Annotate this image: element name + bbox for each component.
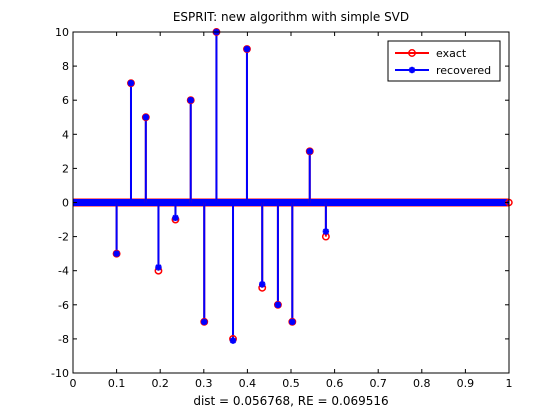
x-tick-label: 0.1: [108, 377, 126, 390]
y-tick-label: 4: [62, 128, 69, 141]
x-axis-label: dist = 0.056768, RE = 0.069516: [193, 394, 388, 408]
x-tick-label: 0.3: [195, 377, 213, 390]
legend: exact recovered: [387, 40, 501, 82]
recovered-marker: [322, 228, 330, 235]
recovered-marker: [127, 79, 135, 87]
x-tick-label: 1: [506, 377, 513, 390]
recovered-marker: [259, 281, 266, 288]
x-axis-ticks: 0 0.1 0.2 0.3 0.4 0.5 0.6 0.7 0.8 0.9 1: [70, 32, 513, 390]
recovered-marker: [113, 250, 120, 257]
y-tick-label: -2: [58, 231, 69, 244]
y-tick-label: -4: [58, 265, 69, 278]
legend-box: [387, 40, 501, 82]
chart-title: ESPRIT: new algorithm with simple SVD: [173, 10, 409, 24]
y-tick-label: 10: [55, 26, 69, 39]
legend-marker-exact: [408, 49, 416, 57]
y-axis-ticks: -10 -8 -6 -4 -2 0 2 4 6 8 10: [51, 26, 509, 380]
x-tick-label: 0: [70, 377, 77, 390]
y-tick-label: -8: [58, 333, 69, 346]
x-tick-label: 0.4: [239, 377, 257, 390]
recovered-marker: [243, 45, 251, 53]
recovered-marker: [172, 214, 179, 222]
recovered-marker: [142, 114, 150, 121]
legend-marker-recovered: [408, 66, 416, 74]
stems-layer: [115, 32, 327, 341]
x-tick-label: 0.6: [326, 377, 344, 390]
recovered-marker: [274, 301, 282, 308]
x-tick-label: 0.9: [457, 377, 475, 390]
recovered-marker: [201, 318, 208, 326]
recovered-marker: [306, 148, 313, 155]
x-tick-label: 0.7: [369, 377, 387, 390]
y-tick-label: 2: [62, 162, 69, 175]
legend-label-recovered: recovered: [436, 64, 491, 77]
recovered-marker: [155, 264, 162, 271]
recovered-marker: [229, 337, 237, 344]
y-tick-label: 6: [62, 94, 69, 107]
y-tick-label: -6: [58, 299, 69, 312]
markers-layer: [112, 28, 330, 344]
y-tick-label: 0: [62, 197, 69, 210]
recovered-marker: [187, 97, 194, 104]
y-tick-label: 8: [62, 60, 69, 73]
x-tick-label: 0.2: [151, 377, 169, 390]
y-tick-label: -10: [51, 367, 69, 380]
x-tick-label: 0.5: [282, 377, 300, 390]
x-tick-label: 0.8: [413, 377, 431, 390]
recovered-marker: [289, 318, 296, 326]
legend-label-exact: exact: [436, 47, 467, 60]
